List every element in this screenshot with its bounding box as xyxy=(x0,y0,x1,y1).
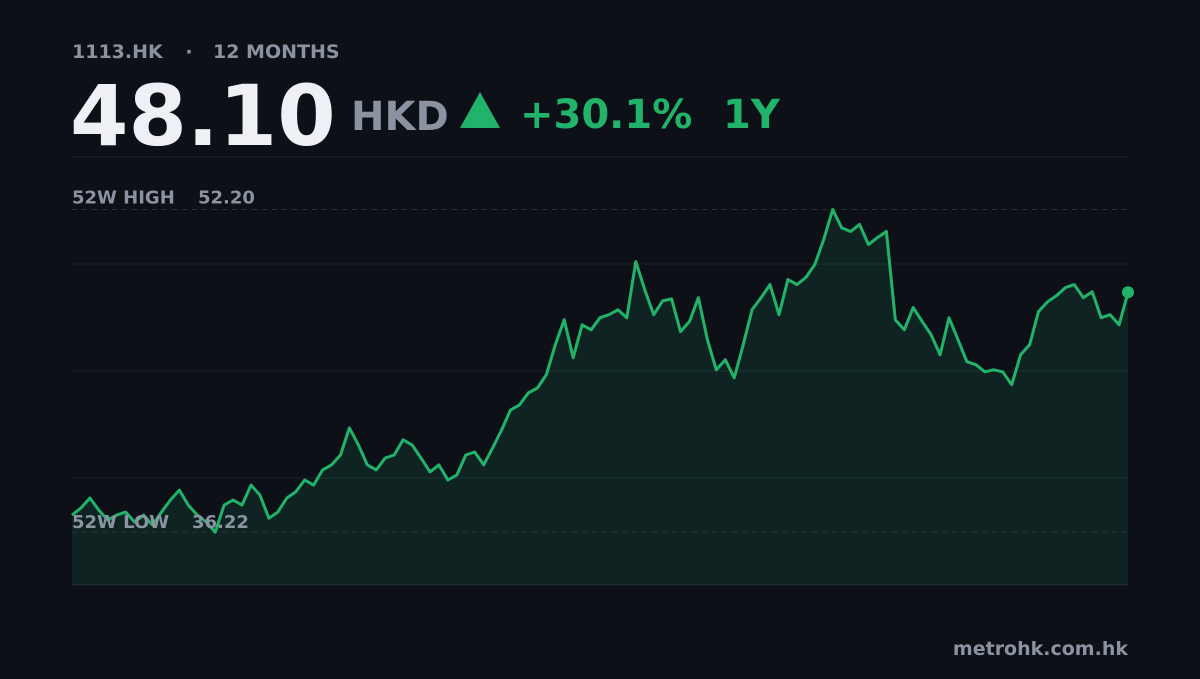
period: 12 MONTHS xyxy=(213,41,340,63)
plot xyxy=(71,208,1134,585)
area-fill xyxy=(72,209,1128,585)
last-point xyxy=(1122,286,1134,299)
source: metrohk.com.hk xyxy=(953,638,1128,660)
low-label: 52W LOW xyxy=(72,512,169,533)
change-period: 1Y xyxy=(723,92,781,138)
high-value: 52.20 xyxy=(198,187,255,208)
ticker: 1113.HK xyxy=(72,41,164,63)
change: +30.1% xyxy=(520,92,692,138)
price-line xyxy=(71,208,1130,534)
price: 48.10 xyxy=(70,67,336,165)
low-value: 36.22 xyxy=(192,512,249,533)
high-label: 52W HIGH xyxy=(72,187,175,208)
up-arrow xyxy=(460,92,500,128)
currency: HKD xyxy=(351,94,449,140)
separator: · xyxy=(185,41,192,63)
